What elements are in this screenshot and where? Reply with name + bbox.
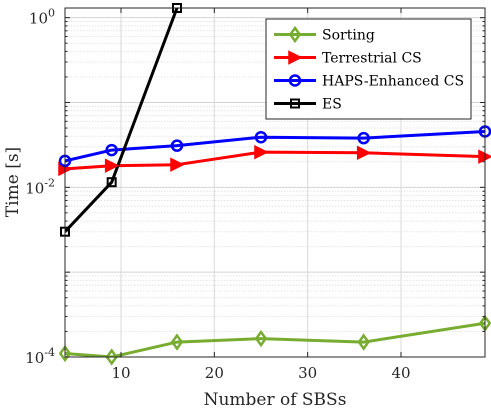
data-point-sorting	[254, 329, 268, 348]
x-tick-label: 20	[205, 364, 224, 382]
legend-marker-haps-enhanced-cs	[288, 74, 302, 87]
legend-marker-terrestrial-cs	[288, 50, 303, 65]
x-tick-label: 30	[298, 364, 317, 382]
x-tick-label: 10	[111, 364, 130, 382]
y-axis-label: Time [s]	[3, 147, 23, 217]
x-tick-label: 40	[391, 364, 410, 382]
plot-frame	[64, 7, 486, 358]
series-line-terrestrial-cs	[65, 150, 485, 171]
data-point-sorting	[58, 344, 72, 363]
legend-marker-es	[290, 98, 300, 109]
y-tick-label: 100	[29, 7, 55, 28]
data-point-terrestrial-cs	[356, 145, 372, 161]
series-line-haps-enhanced-cs	[65, 130, 485, 163]
x-axis-label: Number of SBSs	[204, 390, 347, 410]
y-tick-label: 10-4	[25, 346, 55, 367]
data-point-haps-enhanced-cs	[105, 143, 118, 157]
data-point-haps-enhanced-cs	[170, 139, 184, 152]
y-tick-label: 10-2	[25, 176, 55, 197]
data-point-sorting	[105, 348, 118, 366]
legend-label-terrestrial-cs: Terrestrial CS	[322, 51, 422, 67]
legend-marker-sorting	[288, 25, 302, 44]
legend: Sorting Terrestrial CS HAPS-Enhanced CS ES	[265, 18, 472, 120]
data-point-haps-enhanced-cs	[357, 131, 370, 145]
data-point-es	[106, 177, 117, 188]
series-line-sorting	[65, 321, 485, 357]
data-point-sorting	[357, 333, 370, 351]
data-point-terrestrial-cs	[104, 158, 120, 173]
legend-label-sorting: Sorting	[322, 28, 375, 44]
data-point-terrestrial-cs	[254, 144, 269, 160]
legend-label-es: ES	[322, 97, 342, 113]
data-point-haps-enhanced-cs	[254, 130, 268, 144]
series-layer	[65, 8, 485, 357]
data-point-terrestrial-cs	[170, 157, 185, 172]
legend-label-haps-enhanced-cs: HAPS-Enhanced CS	[322, 74, 464, 90]
series-line-es	[65, 8, 179, 233]
ticks: 10 20 30 40 10-4 10-2 100	[25, 7, 485, 382]
data-point-sorting	[170, 333, 184, 351]
